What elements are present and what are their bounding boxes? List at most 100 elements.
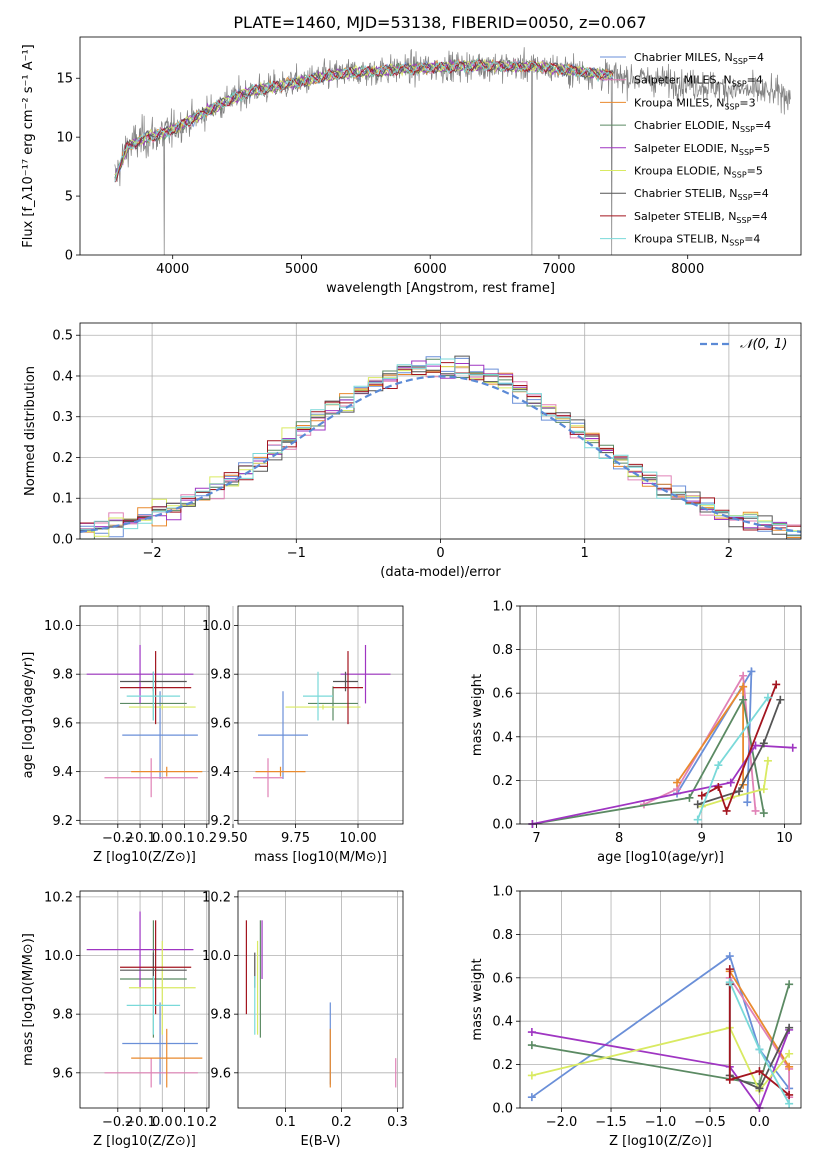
x-tick-label: −1.5 (595, 1115, 627, 1130)
figure-title: PLATE=1460, MJD=53138, FIBERID=0050, z=0… (233, 13, 646, 32)
plot-area (86, 911, 203, 1088)
x-tick-label: 9 (698, 831, 706, 846)
plot-area (528, 667, 797, 828)
legend-entry-name: Chabrier ELODIE, N (634, 119, 740, 132)
legend-entry-value: =4 (748, 51, 764, 64)
x-tick-label: −0.2 (102, 1115, 134, 1130)
plot-area (253, 644, 391, 798)
mass-weight-line (532, 697, 765, 825)
plot-area (527, 952, 794, 1112)
y-tick-label: 0.0 (52, 533, 73, 548)
y-axis-label: Normed distribution (23, 366, 38, 496)
y-tick-label: 0.3 (52, 410, 73, 425)
y-axis-label: age [log10(age/yr)] (21, 652, 36, 779)
axes-frame (237, 890, 404, 1109)
x-tick-label: 6000 (414, 262, 447, 277)
y-tick-label: 0.0 (492, 818, 513, 833)
y-tick-label: 9.4 (52, 765, 73, 780)
legend-entry-subscript: SSP (740, 125, 755, 134)
model-spectrum-line (114, 57, 614, 183)
y-tick-label: 0.8 (492, 928, 513, 943)
legend-entry-name: Chabrier MILES, N (634, 51, 733, 64)
mass-weight-marker (685, 793, 694, 802)
mass-weight-marker (697, 791, 706, 800)
mass-weight-line (676, 683, 744, 785)
plot-area (79, 355, 802, 540)
x-tick-label: −0.5 (694, 1115, 726, 1130)
y-tick-label: 0.6 (492, 687, 513, 702)
legend-entry-name: Chabrier STELIB, N (634, 187, 738, 200)
y-tick-label: 9.4 (210, 765, 231, 780)
y-tick-label: 0.8 (492, 643, 513, 658)
legend-entry-name: Kroupa STELIB, N (634, 233, 729, 246)
mass-weight-marker (714, 761, 723, 770)
legend-entry: Salpeter ELODIE, NSSP=5 (634, 142, 770, 157)
legend-entry-value: =5 (747, 165, 763, 178)
legend-entry: Salpeter STELIB, NSSP=4 (634, 210, 768, 225)
gridlines (80, 891, 209, 1108)
mass-weight-marker (714, 782, 723, 791)
mass-weight-marker (725, 952, 734, 961)
mass-weight-marker (763, 693, 772, 702)
mass-weight-marker (735, 787, 744, 796)
residuals-histogram-panel: −2 −1 0 1 2 0.0 0.1 0.2 0.3 0.4 0.5 (data-model)/er… (23, 322, 802, 580)
legend-entry-subscript: SSP (732, 80, 747, 89)
y-tick-label: 1.0 (492, 600, 513, 615)
x-tick-label: −1.0 (645, 1115, 677, 1130)
y-tick-label: 9.6 (52, 1066, 73, 1081)
legend-entry: Chabrier ELODIE, NSSP=4 (634, 119, 771, 134)
y-tick-label: 10.0 (44, 619, 73, 634)
plot-area (245, 920, 397, 1088)
plot-area (114, 47, 791, 255)
legend-entry-value: =5 (754, 142, 770, 155)
mass-weight-marker (755, 1067, 764, 1076)
mass-weight-marker (747, 667, 756, 676)
y-tick-label: 9.8 (210, 1008, 231, 1023)
mass-weight-marker (673, 778, 682, 787)
mass-weight-line (701, 684, 778, 814)
mass-weight-marker (785, 1023, 794, 1032)
mass-weight-marker (772, 680, 781, 689)
mass-weight-marker (739, 671, 748, 680)
mass-weight-vs-metallicity-panel: −2.0 −1.5 −1.0 −0.5 0.0 0.0 0.2 0.4 0.6 0.8 1.0 Z [… (470, 885, 802, 1149)
mass-weight-marker (785, 1099, 794, 1108)
axes-frame (79, 890, 210, 1109)
y-axis-label: mass weight (470, 958, 485, 1040)
residuals-legend: 𝒩(0, 1) (700, 337, 787, 352)
x-tick-label: 0.2 (196, 831, 217, 846)
y-tick-label: 10.2 (202, 890, 231, 905)
mass-weight-marker (763, 756, 772, 765)
mass-weight-marker (693, 815, 702, 824)
y-tick-label: 10 (56, 131, 73, 146)
spectrum-panel: 4000 5000 6000 7000 8000 0 5 10 15 wavelength [An… (21, 36, 802, 296)
x-tick-label: 0 (436, 546, 444, 561)
legend-entry-value: =4 (755, 119, 771, 132)
mass-weight-line (697, 699, 782, 806)
y-tick-label: 0.1 (52, 492, 73, 507)
mass-weight-marker (726, 778, 735, 787)
legend-entry-value: =3 (739, 96, 755, 109)
x-axis-label: age [log10(age/yr)] (597, 850, 724, 865)
x-axis-label: Z [log10(Z/Z⊙)] (93, 1134, 196, 1149)
model-spectrum-line (114, 58, 614, 182)
mass-weight-line (728, 969, 790, 1096)
x-tick-label: 4000 (156, 262, 189, 277)
x-axis-label: mass [log10(M/M⊙)] (254, 850, 387, 865)
mass-weight-marker (725, 965, 734, 974)
mass-weight-marker (751, 806, 760, 815)
y-tick-label: 9.8 (210, 668, 231, 683)
legend-entry-value: =4 (753, 187, 769, 200)
axes-frame (237, 605, 404, 825)
axes-frame (519, 605, 802, 825)
mass-weight-vs-age-panel: 7 8 9 10 0.0 0.2 0.4 0.6 0.8 1.0 age [log10(age/yr… (470, 600, 802, 865)
x-tick-label: 8000 (671, 262, 704, 277)
legend-entry-name: Kroupa MILES, N (634, 96, 724, 109)
legend-entry: 𝒩(0, 1) (740, 337, 787, 352)
x-tick-label: 9.50 (219, 831, 248, 846)
mass-weight-marker (785, 1062, 794, 1071)
x-tick-label: −0.1 (124, 831, 156, 846)
mass-weight-line (701, 760, 769, 808)
legend-entry-subscript: SSP (733, 57, 748, 66)
